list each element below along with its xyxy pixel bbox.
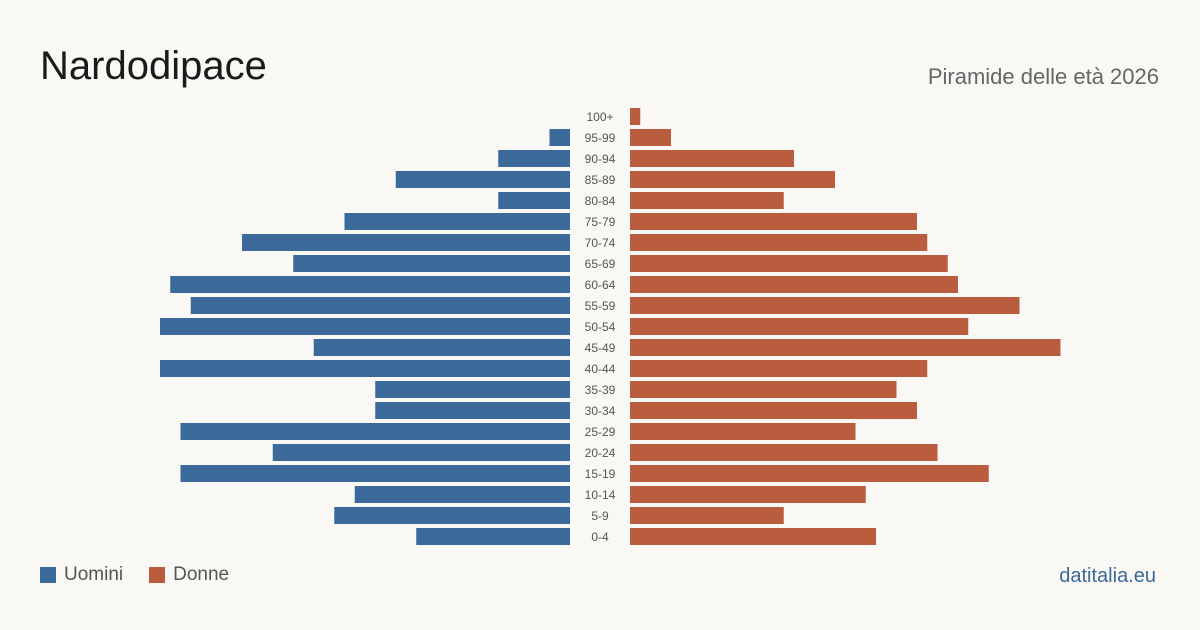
bar-men-70-74 — [242, 234, 570, 251]
age-label-65-69: 65-69 — [585, 257, 616, 271]
bar-women-85-89 — [630, 171, 835, 188]
bar-men-90-94 — [498, 150, 570, 167]
bar-men-5-9 — [334, 507, 570, 524]
age-label-60-64: 60-64 — [585, 278, 616, 292]
source-link[interactable]: datitalia.eu — [1059, 565, 1156, 587]
bar-men-95-99 — [549, 129, 570, 146]
bar-women-95-99 — [630, 129, 671, 146]
age-label-100+: 100+ — [586, 110, 613, 124]
bar-women-30-34 — [630, 402, 917, 419]
age-label-40-44: 40-44 — [585, 362, 616, 376]
age-label-15-19: 15-19 — [585, 467, 616, 481]
age-label-45-49: 45-49 — [585, 341, 616, 355]
bar-men-25-29 — [180, 423, 570, 440]
legend-item-women: Donne — [149, 564, 229, 586]
bar-men-35-39 — [375, 381, 570, 398]
bar-women-25-29 — [630, 423, 856, 440]
bar-women-15-19 — [630, 465, 989, 482]
age-label-35-39: 35-39 — [585, 383, 616, 397]
legend-label-women: Donne — [173, 564, 230, 585]
age-label-25-29: 25-29 — [585, 425, 616, 439]
legend-swatch-women — [149, 567, 166, 583]
bar-women-100+ — [630, 108, 641, 125]
bar-women-65-69 — [630, 255, 948, 272]
bar-women-60-64 — [630, 276, 958, 293]
age-label-50-54: 50-54 — [585, 320, 616, 334]
legend-label-men: Uomini — [64, 564, 124, 585]
bar-women-5-9 — [630, 507, 784, 524]
bar-men-65-69 — [293, 255, 570, 272]
age-label-5-9: 5-9 — [591, 509, 609, 523]
legend-swatch-men — [40, 567, 56, 583]
bar-women-90-94 — [630, 150, 794, 167]
age-label-55-59: 55-59 — [585, 299, 616, 313]
age-label-0-4: 0-4 — [591, 530, 609, 544]
age-label-70-74: 70-74 — [585, 236, 616, 250]
age-label-90-94: 90-94 — [585, 152, 616, 166]
bar-women-40-44 — [630, 360, 928, 377]
bar-men-0-4 — [416, 528, 570, 545]
bar-women-70-74 — [630, 234, 928, 251]
bar-men-10-14 — [354, 486, 570, 503]
chart-title: Nardodipace — [40, 44, 267, 88]
bar-women-45-49 — [630, 339, 1061, 356]
bar-men-55-59 — [190, 297, 570, 314]
bar-women-75-79 — [630, 213, 917, 230]
age-label-20-24: 20-24 — [585, 446, 616, 460]
bar-men-40-44 — [160, 360, 570, 377]
chart-subtitle: Piramide delle età 2026 — [927, 64, 1159, 89]
bar-women-10-14 — [630, 486, 866, 503]
bar-women-20-24 — [630, 444, 938, 461]
legend-item-men: Uomini — [40, 564, 123, 586]
bar-women-35-39 — [630, 381, 897, 398]
age-label-95-99: 95-99 — [585, 131, 616, 145]
age-label-85-89: 85-89 — [585, 173, 616, 187]
age-label-10-14: 10-14 — [585, 488, 616, 502]
chart-legend: Uomini Donne — [40, 564, 229, 586]
bar-men-15-19 — [180, 465, 570, 482]
bar-women-55-59 — [630, 297, 1020, 314]
age-label-80-84: 80-84 — [585, 194, 616, 208]
bar-women-0-4 — [630, 528, 876, 545]
bar-men-85-89 — [395, 171, 570, 188]
bar-men-75-79 — [344, 213, 570, 230]
bar-men-30-34 — [375, 402, 570, 419]
bar-men-45-49 — [313, 339, 570, 356]
bar-women-80-84 — [630, 192, 784, 209]
bar-women-50-54 — [630, 318, 969, 335]
bar-men-60-64 — [170, 276, 570, 293]
bar-men-50-54 — [160, 318, 570, 335]
age-label-75-79: 75-79 — [585, 215, 616, 229]
age-label-30-34: 30-34 — [585, 404, 616, 418]
bar-men-20-24 — [272, 444, 570, 461]
bar-men-80-84 — [498, 192, 570, 209]
